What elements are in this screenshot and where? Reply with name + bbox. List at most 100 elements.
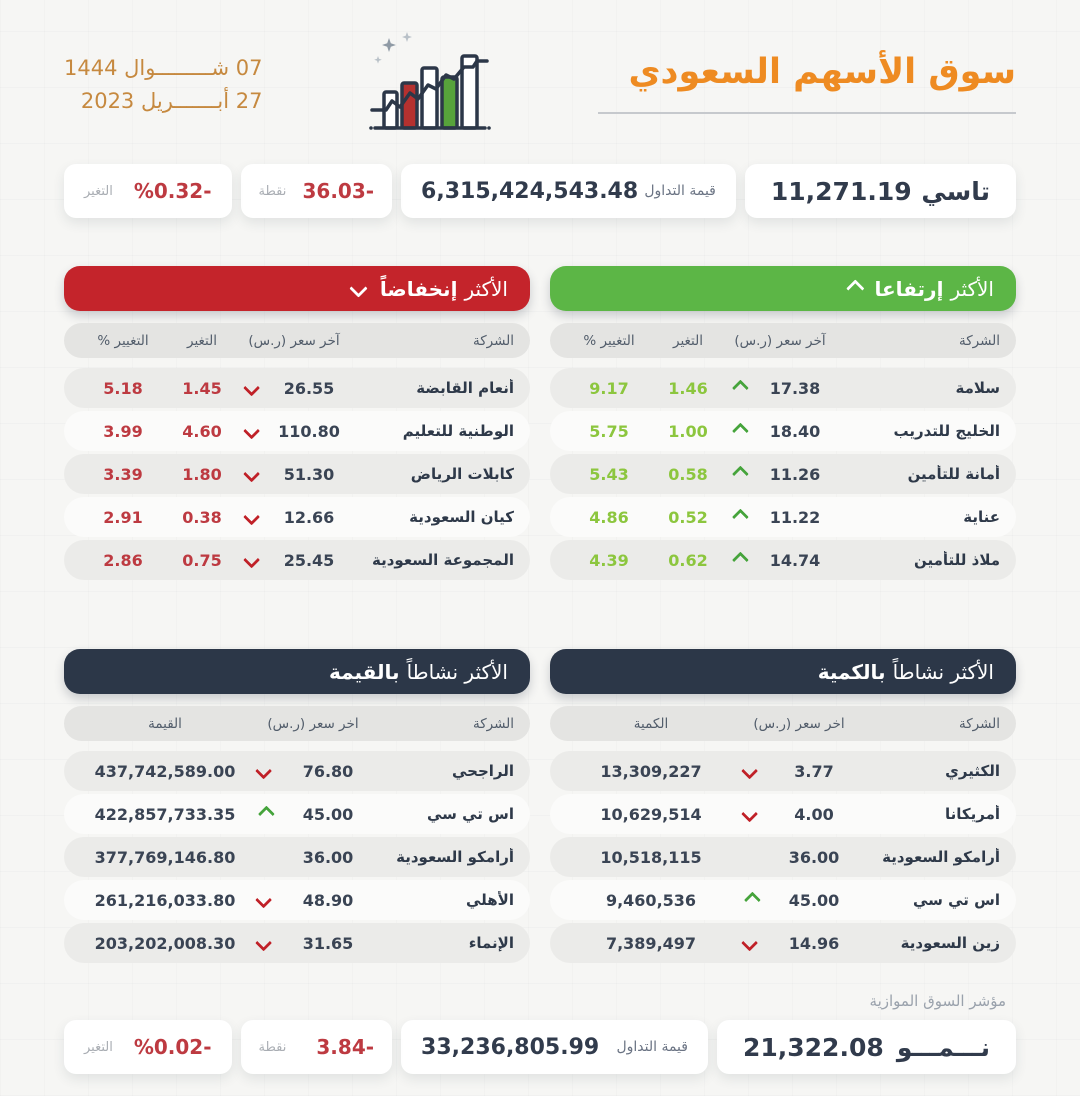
last-price: 45.00 bbox=[788, 890, 840, 910]
most-active-value-table: الأكثر نشاطاً بالقيمة الشركة اخر سعر (ر.… bbox=[64, 649, 530, 966]
company-name: اس تي سي bbox=[426, 805, 514, 823]
company-name: كابلات الرياض bbox=[410, 465, 514, 483]
title-prefix: الأكثر bbox=[464, 276, 508, 301]
date-gregorian: 27 أبـــــــريل 2023 bbox=[80, 88, 263, 113]
arrow-down-icon bbox=[736, 934, 766, 952]
col-last-price: اخر سعر (ر.س) bbox=[267, 715, 359, 732]
top-gainers-title: الأكثر إرتفاعا bbox=[550, 266, 1016, 311]
title-prefix: الأكثر نشاطاً bbox=[406, 659, 508, 684]
title-prefix: الأكثر نشاطاً bbox=[892, 659, 994, 684]
turnover-label: قيمة التداول bbox=[616, 1039, 688, 1055]
change-value: 1.45 bbox=[182, 378, 222, 398]
parallel-market-note: مؤشر السوق الموازية bbox=[869, 992, 1006, 1010]
col-change-pct: التغيير % bbox=[583, 332, 635, 349]
table-row: أمريكانا 4.00 10,629,514 bbox=[550, 794, 1016, 834]
company-name: عناية bbox=[963, 508, 1000, 526]
tasi-index-value: 11,271.19 bbox=[770, 176, 912, 206]
quantity: 10,518,115 bbox=[600, 847, 702, 867]
quantity: 9,460,536 bbox=[605, 890, 697, 910]
last-price: 17.38 bbox=[769, 378, 821, 398]
arrow-down-icon bbox=[736, 805, 766, 823]
change-value: 0.62 bbox=[668, 550, 708, 570]
table-row: أمانة للتأمين 11.26 0.58 5.43 bbox=[550, 454, 1016, 494]
arrow-down-icon bbox=[250, 934, 280, 952]
change-value: %0.02- bbox=[133, 1035, 212, 1059]
table-row: الإنماء 31.65 203,202,008.30 bbox=[64, 923, 530, 963]
bar-chart-icon bbox=[355, 26, 505, 142]
col-company: الشركة bbox=[958, 715, 1000, 732]
company-name: أنعام القابضة bbox=[416, 379, 514, 397]
infographic-page: سوق الأسهم السعودي bbox=[64, 26, 1016, 1074]
table-row: كيان السعودية 12.66 0.38 2.91 bbox=[64, 497, 530, 537]
change-pct: 2.91 bbox=[103, 507, 143, 527]
change-pct: 4.39 bbox=[589, 550, 629, 570]
company-name: أمانة للتأمين bbox=[907, 465, 1000, 483]
arrow-down-icon bbox=[238, 465, 268, 483]
company-name: المجموعة السعودية bbox=[371, 551, 514, 569]
traded-value: 437,742,589.00 bbox=[94, 761, 236, 781]
col-company: الشركة bbox=[958, 332, 1000, 349]
last-price: 36.00 bbox=[302, 847, 354, 867]
table-row: أرامكو السعودية 36.00 10,518,115 bbox=[550, 837, 1016, 877]
col-value: القيمة bbox=[148, 715, 182, 732]
most-active-value-title: الأكثر نشاطاً بالقيمة bbox=[64, 649, 530, 694]
points-value: 3.84- bbox=[316, 1035, 375, 1059]
top-losers-table: الأكثر إنخفاضاً الشركة آخر سعر (ر.س) الت… bbox=[64, 266, 530, 583]
change-pct: 5.18 bbox=[103, 378, 143, 398]
table-row: أنعام القابضة 26.55 1.45 5.18 bbox=[64, 368, 530, 408]
table-row: زين السعودية 14.96 7,389,497 bbox=[550, 923, 1016, 963]
gainers-losers-section: الأكثر إرتفاعا الشركة آخر سعر (ر.س) التغ… bbox=[64, 266, 1016, 583]
last-price: 3.77 bbox=[794, 761, 834, 781]
last-price: 45.00 bbox=[302, 804, 354, 824]
last-price: 14.74 bbox=[769, 550, 821, 570]
last-price: 26.55 bbox=[283, 378, 335, 398]
company-name: زين السعودية bbox=[900, 934, 1000, 952]
title-word: بالقيمة bbox=[328, 659, 400, 684]
title-word: بالكمية bbox=[817, 659, 886, 684]
col-change: التغير bbox=[187, 332, 217, 349]
last-price: 4.00 bbox=[794, 804, 834, 824]
change-value: 4.60 bbox=[182, 421, 222, 441]
arrow-up-icon bbox=[724, 465, 754, 483]
change-pct: 5.75 bbox=[589, 421, 629, 441]
table-row: كابلات الرياض 51.30 1.80 3.39 bbox=[64, 454, 530, 494]
last-price: 12.66 bbox=[283, 507, 335, 527]
arrow-down-icon bbox=[349, 279, 368, 298]
arrow-up-icon bbox=[724, 379, 754, 397]
company-name: الإنماء bbox=[468, 934, 514, 952]
turnover-label: قيمة التداول bbox=[644, 183, 716, 199]
change-label: التغير bbox=[84, 1039, 113, 1055]
company-name: اس تي سي bbox=[912, 891, 1000, 909]
change-value: 0.75 bbox=[182, 550, 222, 570]
col-company: الشركة bbox=[472, 332, 514, 349]
table-row: الأهلي 48.90 261,216,033.80 bbox=[64, 880, 530, 920]
table-row: اس تي سي 45.00 422,857,733.35 bbox=[64, 794, 530, 834]
arrow-up-icon bbox=[724, 551, 754, 569]
change-value: 1.46 bbox=[668, 378, 708, 398]
column-headers: الشركة آخر سعر (ر.س) التغير التغيير % bbox=[64, 323, 530, 358]
date-hijri: 07 شـــــــــوال 1444 bbox=[64, 56, 263, 80]
arrow-down-icon bbox=[238, 379, 268, 397]
title-word: إنخفاضاً bbox=[379, 276, 458, 301]
column-headers: الشركة اخر سعر (ر.س) القيمة bbox=[64, 706, 530, 741]
points-value: 36.03- bbox=[302, 179, 375, 203]
title-prefix: الأكثر bbox=[950, 276, 994, 301]
table-row: سلامة 17.38 1.46 9.17 bbox=[550, 368, 1016, 408]
company-name: أرامكو السعودية bbox=[882, 848, 1000, 866]
points-label: نقطة bbox=[258, 183, 287, 199]
nomu-index-card: نـــمـــو 21,322.08 bbox=[716, 1020, 1016, 1074]
col-change: التغير bbox=[673, 332, 703, 349]
tasi-summary-bar: تاسي 11,271.19 قيمة التداول 6,315,424,54… bbox=[64, 164, 1016, 218]
arrow-down-icon bbox=[238, 551, 268, 569]
last-price: 110.80 bbox=[278, 421, 340, 441]
company-name: ملاذ للتأمين bbox=[913, 551, 1000, 569]
table-row: الكثيري 3.77 13,309,227 bbox=[550, 751, 1016, 791]
company-name: أرامكو السعودية bbox=[396, 848, 514, 866]
header: سوق الأسهم السعودي bbox=[64, 26, 1016, 156]
col-change-pct: التغيير % bbox=[97, 332, 149, 349]
change-pct: 3.99 bbox=[103, 421, 143, 441]
change-value: 0.58 bbox=[668, 464, 708, 484]
company-name: الخليج للتدريب bbox=[893, 422, 1000, 440]
nomu-summary-bar: نـــمـــو 21,322.08 قيمة التداول 33,236,… bbox=[64, 1020, 1016, 1074]
arrow-up-icon bbox=[846, 279, 865, 298]
